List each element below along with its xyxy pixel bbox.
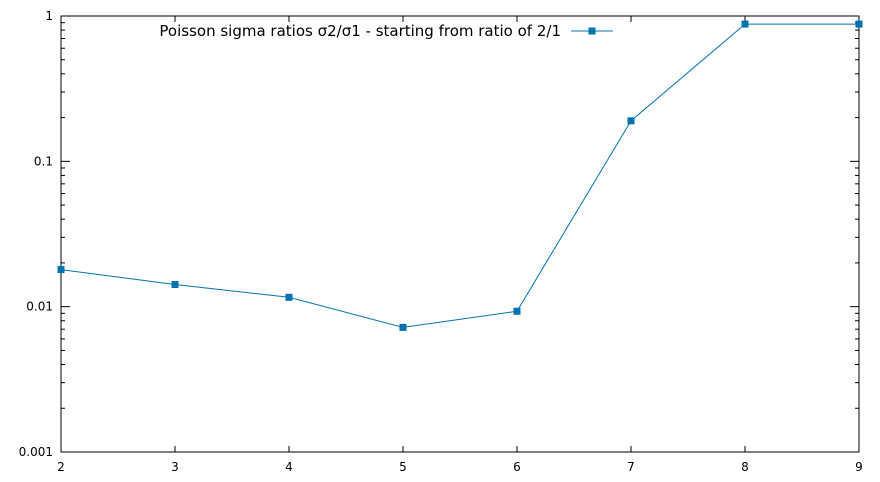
y-ticks: 0.001 0.01 0.1 1	[19, 9, 859, 459]
data-point	[57, 266, 65, 274]
legend-marker	[588, 27, 596, 35]
data-point	[171, 281, 179, 289]
data-point	[627, 117, 635, 125]
x-tick-label: 2	[57, 460, 65, 474]
data-point	[855, 20, 863, 28]
x-tick-label: 8	[741, 460, 749, 474]
x-tick-label: 7	[627, 460, 635, 474]
series-layer	[57, 20, 863, 331]
series-line	[60, 23, 859, 328]
y-tick-label: 0.01	[26, 300, 53, 314]
data-point	[513, 307, 521, 315]
y-minor-ticks	[61, 22, 859, 409]
plot-frame	[60, 15, 860, 453]
y-tick-label: 0.001	[19, 445, 53, 459]
y-tick-label: 1	[45, 9, 53, 23]
data-point	[285, 293, 293, 301]
data-point	[399, 323, 407, 331]
x-tick-label: 6	[513, 460, 521, 474]
x-tick-label: 3	[171, 460, 179, 474]
y-tick-label: 0.1	[34, 154, 53, 168]
x-tick-label: 4	[285, 460, 293, 474]
legend-label: Poisson sigma ratios σ2/σ1 - starting fr…	[159, 22, 561, 40]
x-tick-label: 9	[855, 460, 863, 474]
legend: Poisson sigma ratios σ2/σ1 - starting fr…	[159, 22, 613, 40]
x-ticks: 2 3 4 5 6 7 8 9	[57, 16, 863, 474]
x-tick-label: 5	[399, 460, 407, 474]
data-point	[741, 20, 749, 28]
